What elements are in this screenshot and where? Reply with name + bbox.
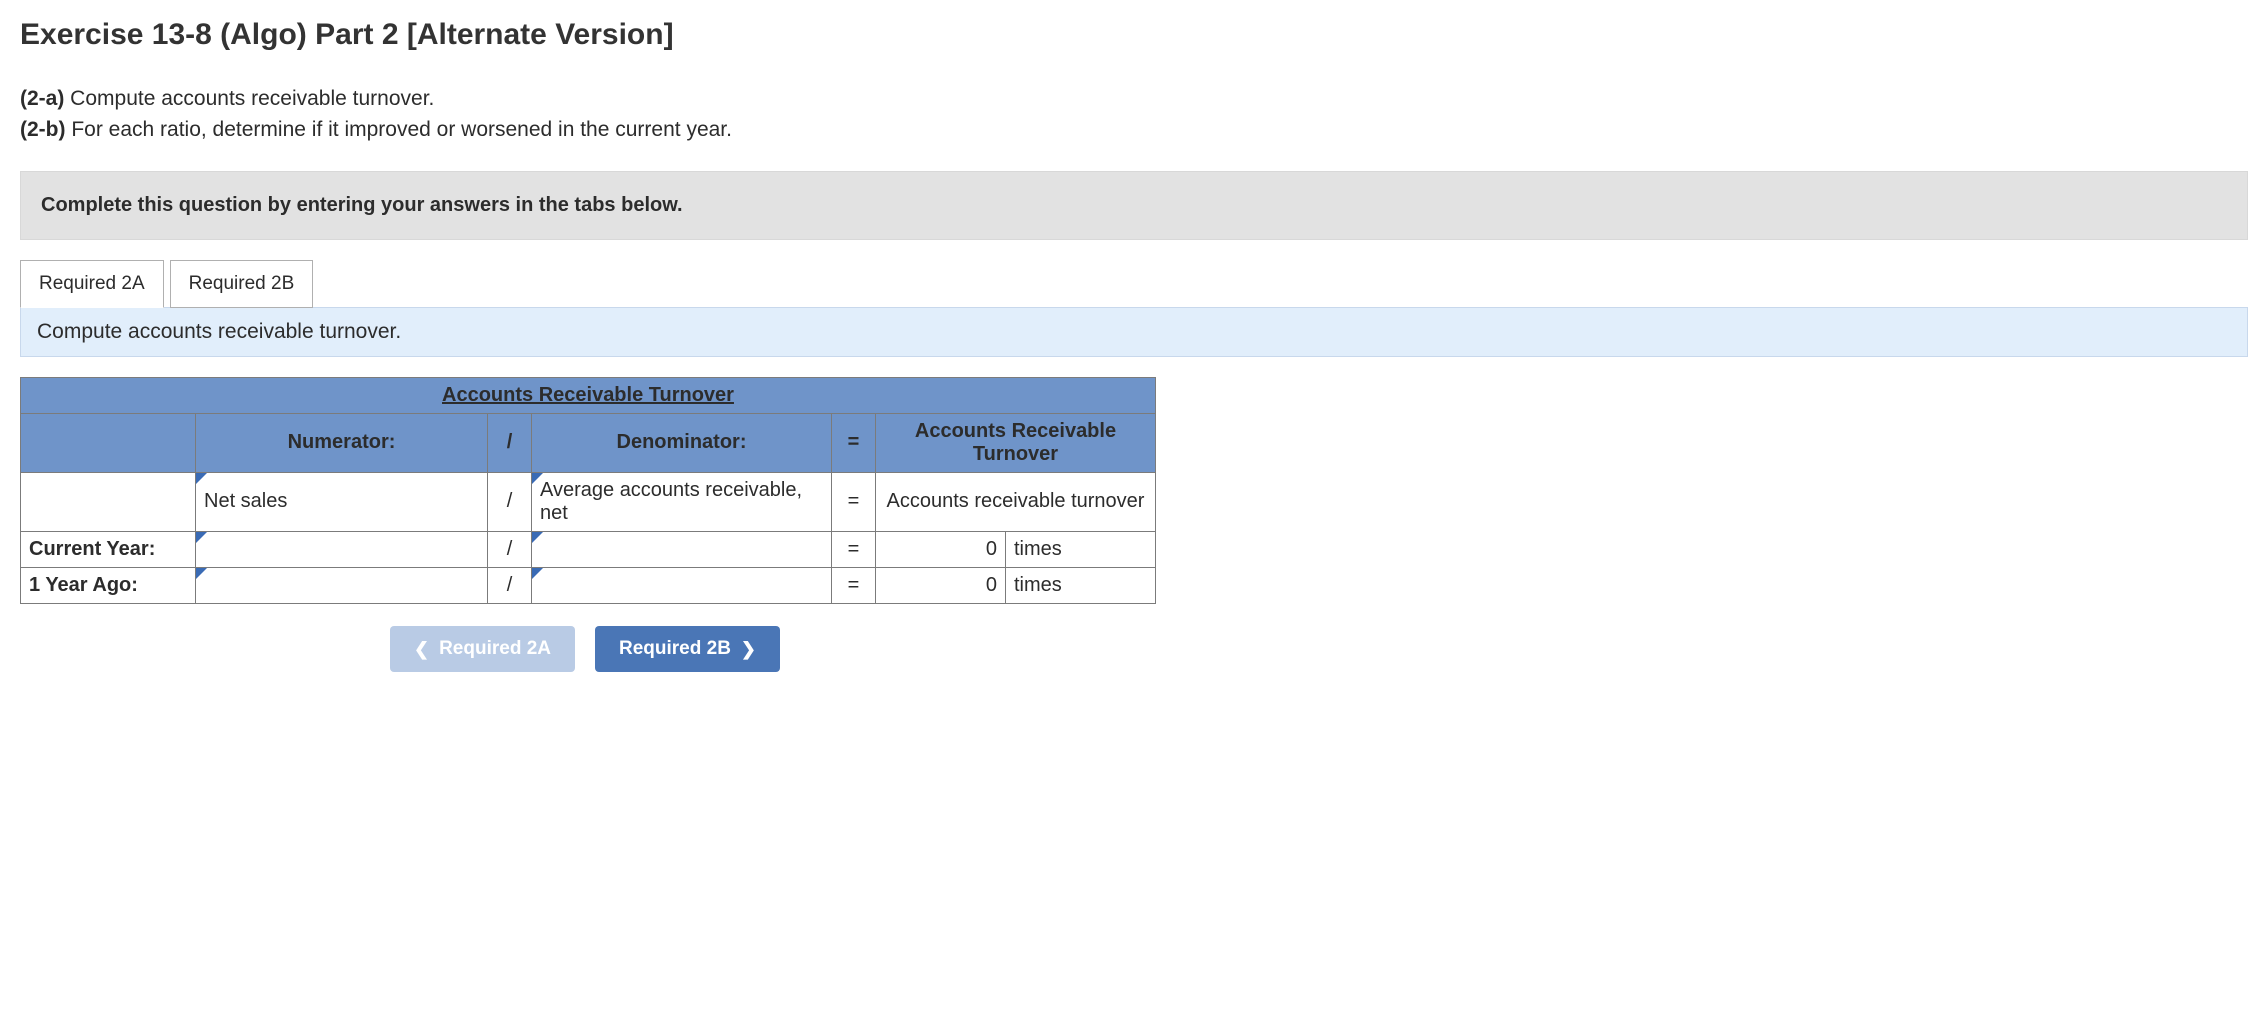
- formula-denominator-value: Average accounts receivable, net: [532, 473, 831, 531]
- formula-slash: /: [488, 472, 532, 531]
- formula-numerator-dropdown[interactable]: Net sales: [196, 472, 488, 531]
- row-equals: =: [832, 531, 876, 567]
- current-year-numerator-value: [196, 543, 487, 555]
- tab-required-2b[interactable]: Required 2B: [170, 260, 314, 308]
- page-title: Exercise 13-8 (Algo) Part 2 [Alternate V…: [20, 18, 2248, 52]
- chevron-right-icon: ❯: [741, 640, 756, 658]
- dropdown-indicator-icon: [532, 473, 543, 484]
- prompt-2b: (2-b) For each ratio, determine if it im…: [20, 115, 2248, 144]
- current-year-numerator-input[interactable]: [196, 531, 488, 567]
- next-required-2b-button[interactable]: Required 2B ❯: [595, 626, 780, 672]
- dropdown-indicator-icon: [196, 532, 207, 543]
- formula-row-blank: [21, 472, 196, 531]
- year-ago-result-unit: times: [1006, 567, 1156, 603]
- table-title: Accounts Receivable Turnover: [21, 377, 1156, 413]
- year-ago-denominator-input[interactable]: [532, 567, 832, 603]
- current-year-denominator-value: [532, 543, 831, 555]
- dropdown-indicator-icon: [532, 532, 543, 543]
- header-slash: /: [488, 413, 532, 472]
- prompt-2b-text: For each ratio, determine if it improved…: [66, 118, 732, 141]
- nav-buttons: ❮ Required 2A Required 2B ❯: [20, 626, 1150, 672]
- prev-button-label: Required 2A: [439, 638, 551, 660]
- tabs-row: Required 2A Required 2B: [20, 260, 2248, 308]
- turnover-table: Accounts Receivable Turnover Numerator: …: [20, 377, 1156, 604]
- formula-equals: =: [832, 472, 876, 531]
- current-year-denominator-input[interactable]: [532, 531, 832, 567]
- formula-result-label: Accounts receivable turnover: [876, 472, 1156, 531]
- formula-numerator-value: Net sales: [196, 484, 487, 519]
- year-ago-result-value[interactable]: 0: [876, 567, 1006, 603]
- prompt-2b-label: (2-b): [20, 118, 66, 141]
- row-slash: /: [488, 531, 532, 567]
- chevron-left-icon: ❮: [414, 640, 429, 658]
- current-year-result-unit: times: [1006, 531, 1156, 567]
- header-result: Accounts Receivable Turnover: [876, 413, 1156, 472]
- current-year-result-value[interactable]: 0: [876, 531, 1006, 567]
- next-button-label: Required 2B: [619, 638, 731, 660]
- tab-required-2a[interactable]: Required 2A: [20, 260, 164, 308]
- year-ago-denominator-value: [532, 579, 831, 591]
- row-equals: =: [832, 567, 876, 603]
- header-equals: =: [832, 413, 876, 472]
- dropdown-indicator-icon: [532, 568, 543, 579]
- header-denominator: Denominator:: [532, 413, 832, 472]
- table-row: 1 Year Ago: / = 0 times: [21, 567, 1156, 603]
- formula-denominator-dropdown[interactable]: Average accounts receivable, net: [532, 472, 832, 531]
- row-label-current-year: Current Year:: [21, 531, 196, 567]
- prompt-2a-label: (2-a): [20, 87, 64, 110]
- instruction-bar: Complete this question by entering your …: [20, 171, 2248, 240]
- prompt-2a-text: Compute accounts receivable turnover.: [64, 87, 434, 110]
- row-slash: /: [488, 567, 532, 603]
- dropdown-indicator-icon: [196, 473, 207, 484]
- header-blank: [21, 413, 196, 472]
- dropdown-indicator-icon: [196, 568, 207, 579]
- header-numerator: Numerator:: [196, 413, 488, 472]
- tab-instruction-banner: Compute accounts receivable turnover.: [20, 307, 2248, 357]
- year-ago-numerator-input[interactable]: [196, 567, 488, 603]
- prev-required-2a-button[interactable]: ❮ Required 2A: [390, 626, 575, 672]
- year-ago-numerator-value: [196, 579, 487, 591]
- row-label-1-year-ago: 1 Year Ago:: [21, 567, 196, 603]
- table-row: Current Year: / = 0 times: [21, 531, 1156, 567]
- prompt-2a: (2-a) Compute accounts receivable turnov…: [20, 84, 2248, 113]
